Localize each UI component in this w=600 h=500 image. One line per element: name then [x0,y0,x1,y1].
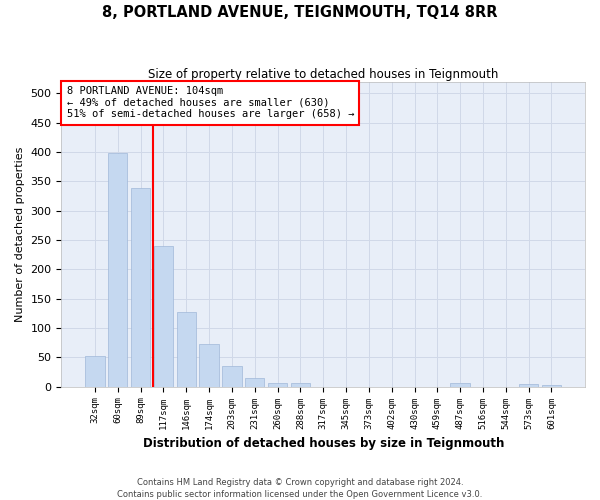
Bar [268,382,287,386]
Bar [131,188,150,386]
Bar [222,366,242,386]
Text: Contains HM Land Registry data © Crown copyright and database right 2024.
Contai: Contains HM Land Registry data © Crown c… [118,478,482,499]
Text: 8 PORTLAND AVENUE: 104sqm
← 49% of detached houses are smaller (630)
51% of semi: 8 PORTLAND AVENUE: 104sqm ← 49% of detac… [67,86,354,120]
Bar [451,383,470,386]
Bar [519,384,538,386]
Bar [199,344,219,387]
Bar [85,356,104,386]
X-axis label: Distribution of detached houses by size in Teignmouth: Distribution of detached houses by size … [143,437,504,450]
Bar [176,312,196,386]
Bar [108,153,127,386]
Bar [542,385,561,386]
Bar [154,246,173,386]
Text: 8, PORTLAND AVENUE, TEIGNMOUTH, TQ14 8RR: 8, PORTLAND AVENUE, TEIGNMOUTH, TQ14 8RR [102,5,498,20]
Title: Size of property relative to detached houses in Teignmouth: Size of property relative to detached ho… [148,68,499,80]
Bar [290,383,310,386]
Y-axis label: Number of detached properties: Number of detached properties [15,146,25,322]
Bar [245,378,265,386]
